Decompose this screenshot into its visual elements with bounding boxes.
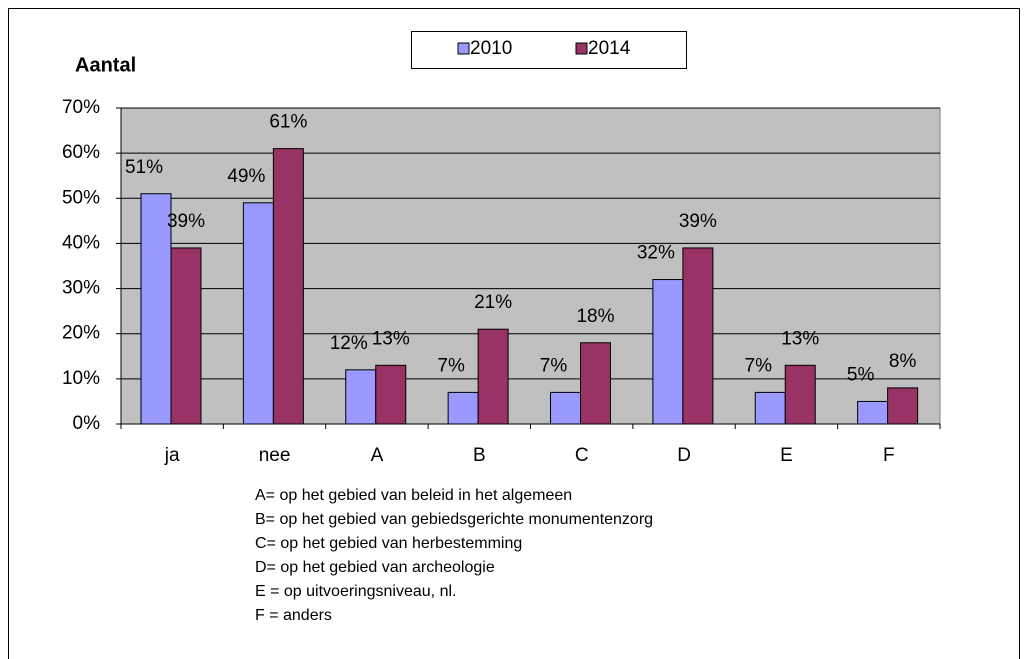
bar	[754, 391, 786, 425]
value-label: 51%	[125, 157, 163, 178]
value-label: 61%	[269, 112, 307, 133]
legend-box	[411, 31, 687, 69]
note: F = anders	[255, 607, 332, 624]
x-tick-label: A	[371, 445, 384, 466]
value-label: 8%	[889, 351, 917, 372]
value-label: 7%	[745, 355, 773, 376]
x-tick-label: nee	[259, 445, 291, 466]
y-tick-label: 10%	[62, 368, 100, 389]
value-label: 13%	[372, 328, 410, 349]
y-tick-label: 20%	[62, 323, 100, 344]
y-tick-label: 70%	[62, 97, 100, 118]
bar	[887, 387, 919, 425]
y-tick-label: 50%	[62, 187, 100, 208]
value-label: 7%	[540, 355, 568, 376]
y-axis-label: Aantal	[75, 54, 136, 76]
note: A= op het gebied van beleid in het algem…	[255, 487, 572, 504]
value-label: 7%	[437, 355, 465, 376]
legend-label: 2010	[470, 38, 512, 59]
bar	[550, 391, 581, 425]
bar	[272, 148, 304, 425]
note: C= op het gebied van herbestemming	[255, 535, 522, 552]
bar	[477, 328, 509, 425]
x-tick-label: C	[575, 445, 589, 466]
bar	[652, 279, 684, 425]
note: D= op het gebied van archeologie	[255, 559, 495, 576]
legend-label: 2014	[588, 38, 631, 59]
legend-swatch	[575, 42, 588, 55]
y-tick-label: 0%	[73, 413, 101, 434]
note: B= op het gebied van gebiedsgerichte mon…	[255, 511, 653, 528]
value-label: 21%	[474, 292, 512, 313]
bar	[345, 369, 377, 425]
x-tick-label: F	[883, 445, 895, 466]
value-label: 39%	[679, 211, 717, 232]
bar	[784, 364, 816, 425]
value-label: 5%	[847, 364, 875, 385]
x-tick-label: D	[677, 445, 691, 466]
value-label: 39%	[167, 211, 205, 232]
y-tick-label: 30%	[62, 278, 100, 299]
x-tick-label: B	[473, 445, 486, 466]
value-label: 12%	[330, 333, 368, 354]
y-tick-label: 40%	[62, 232, 100, 253]
legend-swatch	[457, 42, 470, 55]
value-label: 49%	[227, 166, 265, 187]
bar	[857, 400, 889, 425]
bar	[447, 391, 479, 425]
value-label: 18%	[576, 306, 614, 327]
bar	[242, 202, 274, 425]
note: E = op uitvoeringsniveau, nl.	[255, 583, 456, 600]
bar	[682, 247, 714, 425]
x-tick-label: ja	[164, 445, 180, 466]
bar	[580, 342, 611, 425]
bar	[375, 364, 407, 425]
value-label: 13%	[781, 328, 819, 349]
value-label: 32%	[637, 243, 675, 264]
bar	[170, 247, 202, 425]
x-tick-label: E	[780, 445, 793, 466]
y-tick-label: 60%	[62, 142, 100, 163]
